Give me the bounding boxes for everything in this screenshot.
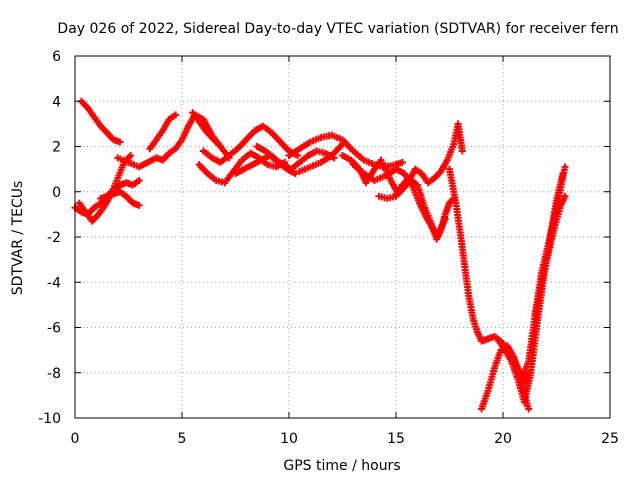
y-tick-label: -2: [47, 230, 61, 246]
data-point: [135, 176, 143, 184]
data-point: [127, 152, 135, 160]
x-tick-label: 15: [387, 431, 405, 447]
series-track-13: [296, 140, 346, 175]
series-track-6: [146, 111, 180, 153]
y-tick-label: -4: [47, 275, 61, 291]
x-tick-labels: 0 5 10 15 20 25: [71, 431, 619, 447]
series-track-21: [531, 192, 569, 318]
series-track-17: [446, 165, 533, 386]
y-tick-label: -6: [47, 321, 61, 337]
data-point: [561, 163, 569, 171]
data-points: [71, 97, 569, 413]
y-tick-label: -8: [47, 366, 61, 382]
series-track-3: [75, 152, 135, 225]
data-point: [561, 192, 569, 200]
data-point: [291, 170, 299, 178]
y-tick-labels: -10 -8 -6 -4 -2 0 2 4 6: [38, 49, 61, 427]
x-axis-label: GPS time / hours: [283, 458, 400, 474]
data-point: [339, 140, 346, 148]
series-track-5: [114, 111, 233, 171]
series-track-2: [77, 97, 124, 146]
series-track-4: [97, 188, 143, 209]
x-tick-label: 20: [494, 431, 512, 447]
y-tick-label: 6: [52, 49, 61, 65]
series-track-9: [199, 122, 302, 166]
series-track-7: [189, 109, 222, 148]
y-tick-label: 4: [52, 94, 61, 110]
data-point: [458, 147, 466, 155]
series-track-20: [505, 163, 569, 381]
y-tick-label: -10: [38, 411, 61, 427]
series-track-12: [285, 131, 406, 171]
grid: [75, 56, 610, 418]
series-track-16: [375, 174, 458, 243]
data-point: [214, 140, 222, 148]
chart-title: Day 026 of 2022, Sidereal Day-to-day VTE…: [57, 21, 618, 37]
y-tick-label: 0: [52, 185, 61, 201]
x-tick-label: 25: [601, 431, 619, 447]
data-point: [116, 138, 124, 146]
y-axis-label: SDTVAR / TECUs: [10, 181, 26, 296]
data-point: [172, 111, 180, 119]
y-tick-label: 2: [52, 140, 61, 156]
data-point: [135, 201, 143, 209]
axis-ticks: [74, 55, 611, 419]
data-point: [525, 405, 533, 413]
x-tick-label: 0: [71, 431, 80, 447]
data-point: [398, 158, 406, 166]
x-tick-label: 10: [280, 431, 298, 447]
x-tick-label: 5: [178, 431, 187, 447]
